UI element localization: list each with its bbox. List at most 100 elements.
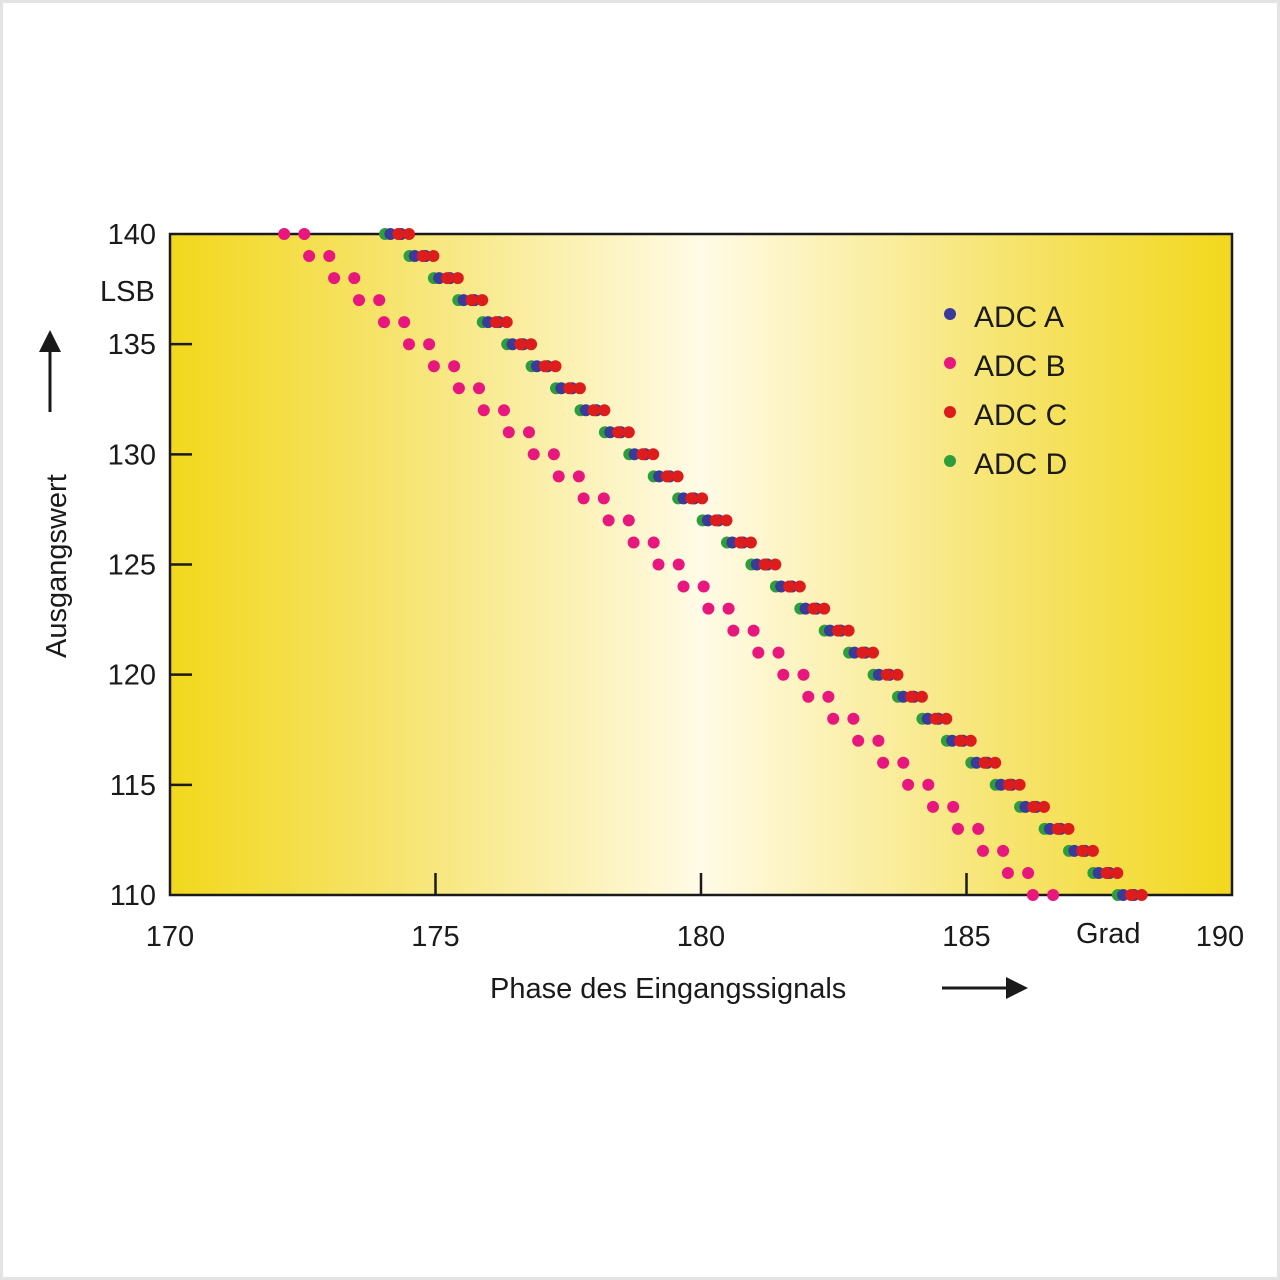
data-point-adc-b xyxy=(927,800,939,813)
data-point-adc-c xyxy=(525,338,538,351)
data-point-adc-b xyxy=(822,690,835,703)
data-point-adc-c xyxy=(842,624,855,637)
data-point-adc-b xyxy=(922,778,935,791)
data-point-adc-c xyxy=(622,426,635,439)
data-point-adc-c xyxy=(1125,889,1138,901)
legend-marker xyxy=(944,357,956,369)
data-point-adc-c xyxy=(1111,867,1124,879)
legend-label: ADC B xyxy=(974,350,1066,383)
data-point-adc-c xyxy=(709,514,722,527)
data-point-adc-c xyxy=(563,382,576,395)
y-tick-label: 125 xyxy=(108,550,156,582)
data-point-adc-c xyxy=(465,294,478,307)
x-tick-label: 185 xyxy=(942,921,990,953)
data-point-adc-c xyxy=(978,756,991,769)
data-point-adc-b xyxy=(1026,889,1039,901)
data-point-adc-b xyxy=(448,360,461,373)
y-axis-ticks: 110 115 120 125 130 135 140 xyxy=(108,219,192,912)
x-unit-label: Grad xyxy=(1076,918,1140,950)
data-point-adc-b xyxy=(303,250,316,262)
y-unit-label: LSB xyxy=(100,276,155,308)
data-point-adc-c xyxy=(1076,844,1089,857)
data-point-adc-c xyxy=(500,316,513,329)
data-point-adc-c xyxy=(1013,778,1026,791)
data-point-adc-b xyxy=(652,558,665,571)
data-point-adc-c xyxy=(940,712,953,725)
data-point-adc-b xyxy=(1047,889,1060,901)
data-point-adc-c xyxy=(734,536,747,549)
data-point-adc-c xyxy=(416,250,429,262)
data-point-adc-c xyxy=(671,470,684,483)
data-point-adc-b xyxy=(872,734,885,747)
x-tick-label: 175 xyxy=(411,921,459,953)
data-point-adc-b xyxy=(1022,867,1035,879)
data-point-adc-c xyxy=(573,382,586,395)
data-point-adc-b xyxy=(498,404,510,417)
data-point-adc-c xyxy=(403,228,415,240)
x-tick-label: 190 xyxy=(1196,921,1244,953)
legend-marker xyxy=(944,308,956,320)
data-point-adc-b xyxy=(852,734,865,747)
legend-label: ADC C xyxy=(974,399,1067,432)
data-point-adc-b xyxy=(877,756,890,769)
data-point-adc-b xyxy=(473,382,485,395)
data-point-adc-b xyxy=(502,426,515,439)
data-point-adc-c xyxy=(549,360,562,373)
legend-label: ADC D xyxy=(974,448,1067,481)
data-point-adc-b xyxy=(797,668,810,681)
data-point-adc-c xyxy=(954,734,967,747)
data-point-adc-b xyxy=(727,624,740,637)
data-point-adc-c xyxy=(905,690,918,703)
data-point-adc-c xyxy=(720,514,733,527)
data-point-adc-b xyxy=(827,712,840,725)
data-point-adc-b xyxy=(772,646,785,659)
data-point-adc-b xyxy=(577,492,590,505)
legend-marker xyxy=(944,455,956,467)
data-point-adc-c xyxy=(1038,800,1050,813)
data-point-adc-c xyxy=(818,602,831,615)
data-point-adc-c xyxy=(427,250,440,262)
data-point-adc-b xyxy=(323,250,336,262)
data-point-adc-b xyxy=(622,514,635,527)
data-point-adc-b xyxy=(348,272,361,285)
data-point-adc-c xyxy=(636,448,649,461)
data-point-adc-c xyxy=(1027,800,1040,813)
data-point-adc-c xyxy=(1062,822,1075,835)
y-tick-label: 135 xyxy=(108,329,156,361)
data-point-adc-c xyxy=(964,734,977,747)
data-point-adc-c xyxy=(769,558,782,571)
y-tick-label: 120 xyxy=(108,660,156,692)
data-point-adc-b xyxy=(977,844,989,857)
y-tick-label: 115 xyxy=(110,770,156,802)
data-point-adc-b xyxy=(353,294,365,307)
y-axis-arrow xyxy=(39,330,61,412)
data-point-adc-b xyxy=(722,602,735,615)
y-tick-label: 110 xyxy=(110,880,156,912)
data-point-adc-b xyxy=(373,294,386,307)
data-point-adc-c xyxy=(612,426,625,439)
data-point-adc-b xyxy=(523,426,535,439)
data-point-adc-b xyxy=(702,602,715,615)
data-point-adc-c xyxy=(915,690,928,703)
data-point-adc-c xyxy=(476,294,489,307)
data-point-adc-b xyxy=(552,470,565,483)
data-point-adc-b xyxy=(403,338,415,351)
data-point-adc-b xyxy=(997,844,1010,857)
data-point-adc-b xyxy=(1001,867,1014,879)
y-axis-label: Ausgangswert xyxy=(41,474,73,658)
x-axis-ticks: 170 175 180 185 190 xyxy=(146,873,1244,953)
legend-marker xyxy=(944,406,956,418)
data-point-adc-b xyxy=(298,228,311,240)
data-point-adc-c xyxy=(989,756,1002,769)
x-tick-label: 170 xyxy=(146,921,194,953)
data-point-adc-b xyxy=(527,448,540,461)
data-point-adc-b xyxy=(752,646,765,659)
data-point-adc-c xyxy=(880,668,893,681)
data-point-adc-b xyxy=(602,514,615,527)
data-point-adc-c xyxy=(1100,867,1113,879)
data-point-adc-b xyxy=(627,536,640,549)
data-point-adc-b xyxy=(672,558,685,571)
data-point-adc-c xyxy=(867,646,879,659)
data-point-adc-b xyxy=(697,580,710,593)
